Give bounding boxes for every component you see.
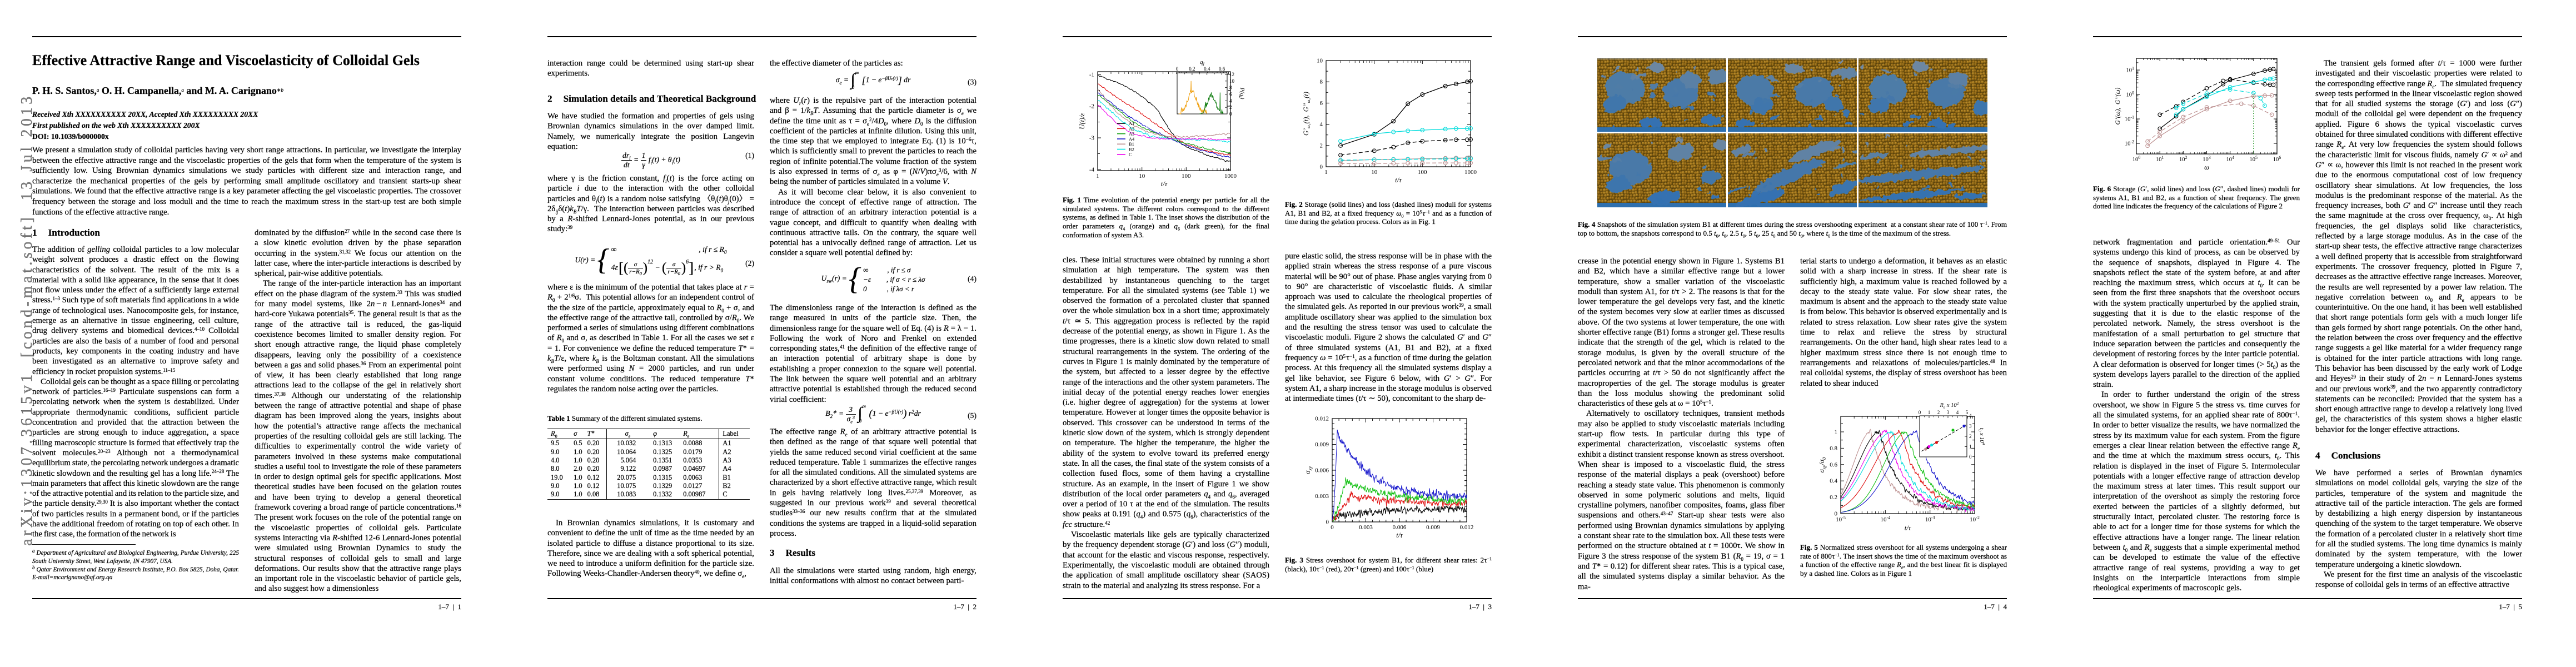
svg-text:0.006: 0.006 bbox=[1393, 524, 1407, 531]
svg-text:10-3: 10-3 bbox=[1925, 515, 1935, 523]
svg-text:G’ω₀(t), G’’ω₀(t): G’ω₀(t), G’’ω₀(t) bbox=[1302, 92, 1311, 136]
svg-text:10-1: 10-1 bbox=[2125, 115, 2134, 123]
svg-text:0.8: 0.8 bbox=[1830, 445, 1837, 452]
svg-text:6: 6 bbox=[1229, 92, 1232, 97]
svg-text:1000: 1000 bbox=[1464, 169, 1477, 176]
svg-text:12: 12 bbox=[1229, 72, 1234, 77]
svg-text:0: 0 bbox=[1176, 66, 1179, 72]
svg-text:U(t)/ε: U(t)/ε bbox=[1078, 113, 1086, 129]
svg-text:2: 2 bbox=[1937, 410, 1940, 415]
svg-text:1: 1 bbox=[1969, 444, 1972, 450]
svg-text:10-2: 10-2 bbox=[1970, 515, 1980, 523]
svg-text:0: 0 bbox=[1835, 511, 1838, 517]
svg-text:4: 4 bbox=[1956, 410, 1959, 415]
svg-text:0.012: 0.012 bbox=[1460, 524, 1474, 531]
svg-text:ql: ql bbox=[1200, 59, 1205, 67]
svg-text:6: 6 bbox=[1320, 100, 1323, 107]
svg-text:2: 2 bbox=[1969, 434, 1972, 439]
svg-text:100: 100 bbox=[1418, 169, 1427, 176]
svg-text:A2: A2 bbox=[1129, 126, 1134, 131]
svg-text:0.6: 0.6 bbox=[1219, 66, 1225, 72]
svg-text:103: 103 bbox=[2203, 155, 2211, 163]
svg-text:2: 2 bbox=[1229, 104, 1232, 110]
svg-text:0.012: 0.012 bbox=[1315, 416, 1329, 422]
svg-text:A1: A1 bbox=[1129, 121, 1134, 126]
svg-text:t/τ: t/τ bbox=[1395, 176, 1402, 184]
svg-text:4: 4 bbox=[1320, 121, 1323, 128]
svg-text:10-4: 10-4 bbox=[1880, 515, 1890, 523]
svg-text:106: 106 bbox=[2273, 155, 2281, 163]
svg-text:105: 105 bbox=[2250, 155, 2258, 163]
svg-text:10-5: 10-5 bbox=[1836, 515, 1846, 523]
svg-text:100: 100 bbox=[2132, 155, 2141, 163]
svg-text:5: 5 bbox=[1966, 410, 1969, 415]
svg-text:0: 0 bbox=[1229, 111, 1232, 117]
svg-text:1: 1 bbox=[1928, 410, 1931, 415]
svg-text:-2: -2 bbox=[1089, 103, 1094, 110]
svg-text:0: 0 bbox=[1320, 164, 1323, 171]
svg-text:100: 100 bbox=[2126, 91, 2135, 98]
svg-text:104: 104 bbox=[2226, 155, 2234, 163]
svg-text:B2: B2 bbox=[1129, 147, 1134, 152]
svg-text:σxy/σ0: σxy/σ0 bbox=[1818, 457, 1827, 472]
svg-text:3: 3 bbox=[1969, 424, 1972, 429]
svg-text:10-2: 10-2 bbox=[2125, 140, 2134, 147]
svg-text:t/τ: t/τ bbox=[1396, 531, 1403, 539]
svg-text:-3: -3 bbox=[1089, 135, 1095, 142]
svg-text:102: 102 bbox=[2179, 155, 2188, 163]
svg-text:0.009: 0.009 bbox=[1426, 524, 1440, 531]
svg-text:0.4: 0.4 bbox=[1830, 478, 1837, 485]
svg-text:0: 0 bbox=[1326, 519, 1329, 526]
svg-text:0: 0 bbox=[1919, 410, 1921, 415]
svg-text:0.2: 0.2 bbox=[1830, 494, 1837, 501]
svg-text:4: 4 bbox=[1969, 413, 1972, 419]
svg-text:A3: A3 bbox=[1129, 132, 1134, 137]
svg-text:0.4: 0.4 bbox=[1204, 66, 1210, 72]
svg-text:1: 1 bbox=[1324, 169, 1328, 176]
svg-text:10: 10 bbox=[1317, 58, 1323, 64]
svg-text:t/τ: t/τ bbox=[1905, 524, 1911, 532]
svg-text:0.006: 0.006 bbox=[1315, 467, 1329, 474]
svg-text:σxy: σxy bbox=[1304, 466, 1313, 475]
svg-text:-1: -1 bbox=[1089, 72, 1094, 78]
svg-text:8: 8 bbox=[1229, 85, 1232, 91]
svg-text:1: 1 bbox=[1096, 173, 1099, 180]
svg-text:A4: A4 bbox=[1129, 137, 1135, 142]
svg-text:4: 4 bbox=[1229, 98, 1232, 103]
svg-text:0.003: 0.003 bbox=[1359, 524, 1373, 531]
svg-text:3: 3 bbox=[1947, 410, 1950, 415]
svg-text:t0 x 104: t0 x 104 bbox=[1977, 428, 1986, 445]
svg-text:101: 101 bbox=[2156, 155, 2164, 163]
svg-text:P(ql): P(ql) bbox=[1238, 87, 1245, 99]
svg-text:C: C bbox=[1129, 152, 1132, 157]
svg-text:ω: ω bbox=[2204, 163, 2209, 171]
svg-text:10: 10 bbox=[1139, 173, 1145, 180]
svg-text:0: 0 bbox=[1331, 524, 1334, 531]
svg-text:2: 2 bbox=[1320, 142, 1323, 149]
svg-text:1000: 1000 bbox=[1224, 173, 1237, 180]
svg-text:-4: -4 bbox=[1089, 167, 1095, 173]
svg-text:101: 101 bbox=[2126, 66, 2135, 74]
svg-text:0.2: 0.2 bbox=[1189, 66, 1195, 72]
svg-text:0: 0 bbox=[1969, 454, 1972, 460]
svg-text:0.009: 0.009 bbox=[1315, 441, 1329, 448]
svg-text:100: 100 bbox=[1182, 173, 1191, 180]
svg-text:Re x 102: Re x 102 bbox=[1940, 401, 1959, 410]
svg-text:B1: B1 bbox=[1129, 142, 1134, 147]
svg-text:G’(ω), G’’(ω): G’(ω), G’’(ω) bbox=[2115, 87, 2121, 125]
svg-text:10: 10 bbox=[1371, 169, 1378, 176]
svg-text:t/τ: t/τ bbox=[1161, 180, 1168, 188]
svg-text:0.6: 0.6 bbox=[1830, 461, 1837, 468]
svg-text:0.003: 0.003 bbox=[1315, 493, 1329, 500]
svg-text:10: 10 bbox=[1229, 78, 1235, 84]
svg-text:1: 1 bbox=[1835, 429, 1838, 436]
svg-text:8: 8 bbox=[1320, 79, 1323, 86]
